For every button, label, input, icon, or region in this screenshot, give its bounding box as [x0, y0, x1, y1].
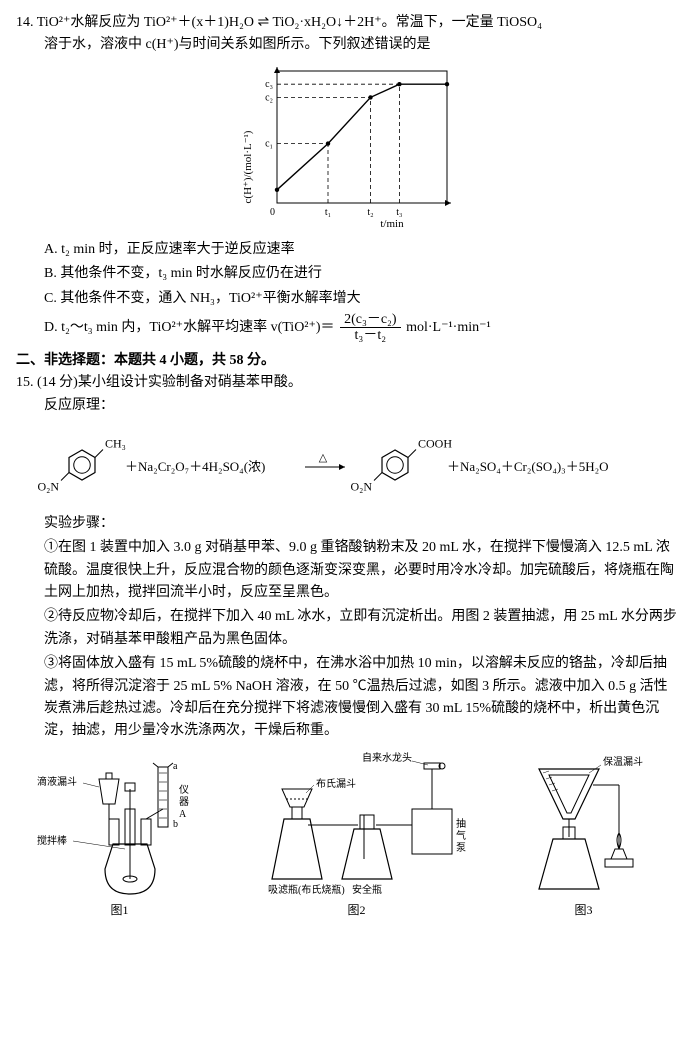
- q15-steps-label: 实验步骤：: [16, 513, 677, 535]
- fig1-caption: 图1: [35, 901, 205, 920]
- svg-text:CH₃: CH₃: [104, 436, 125, 450]
- svg-text:器: 器: [179, 796, 189, 808]
- svg-text:a: a: [173, 761, 178, 772]
- q14-choice-c: C. 其他条件不变，通入 NH₃，TiO²⁺平衡水解率增大: [16, 288, 677, 310]
- svg-text:A: A: [179, 809, 187, 820]
- figure-3: 保温漏斗 图3: [509, 749, 659, 920]
- svg-text:O₂N: O₂N: [37, 479, 59, 493]
- q15-number: 15.: [16, 375, 34, 390]
- question-15: 15. (14 分)某小组设计实验制备对硝基苯甲酸。 反应原理： CH₃ O₂N ＋…: [16, 372, 677, 920]
- svg-text:仪: 仪: [179, 784, 189, 796]
- svg-text:安全瓶: 安全瓶: [352, 883, 382, 896]
- q14-choice-a: A. t₂ min 时，正反应速率大于逆反应速率: [16, 239, 677, 261]
- svg-text:气: 气: [456, 829, 466, 842]
- svg-text:搅拌棒: 搅拌棒: [37, 834, 67, 847]
- q14-d-pre: D. t₂～t₃ min 内，TiO²⁺水解平均速率 v(TiO²⁺)＝: [44, 320, 335, 335]
- svg-text:0: 0: [270, 207, 275, 218]
- q15-stem: (14 分)某小组设计实验制备对硝基苯甲酸。: [37, 375, 302, 390]
- q14-chart: t₁ t₂ t₃ c₁ c₂ c₃ 0 t/min c(H⁺)/(mol·L⁻¹): [16, 61, 677, 231]
- q15-step-3: ③将固体放入盛有 15 mL 5%硫酸的烧杯中，在沸水浴中加热 10 min，以…: [16, 653, 677, 743]
- q15-figure-row: a b 滴液漏斗搅拌棒 仪器A 图1 自来水龙头布氏漏斗抽气泵吸滤瓶(布氏烧瓶) 安全瓶…: [16, 749, 677, 920]
- svg-text:自来水龙头: 自来水龙头: [362, 751, 412, 764]
- svg-text:布氏漏斗: 布氏漏斗: [316, 778, 356, 790]
- q14-stem-line1: TiO²⁺水解反应为 TiO²⁺＋(x＋1)H₂O ⇌ TiO₂·xH₂O↓＋2…: [37, 15, 542, 30]
- svg-text:＋Na₂SO₄＋Cr₂(SO₄)₃＋5H₂O: ＋Na₂SO₄＋Cr₂(SO₄)₃＋5H₂O: [447, 459, 609, 474]
- svg-text:＋Na₂Cr₂O₇＋4H₂SO₄(浓): ＋Na₂Cr₂O₇＋4H₂SO₄(浓): [125, 459, 265, 474]
- svg-text:△: △: [318, 452, 327, 464]
- fig2-caption: 图2: [242, 901, 472, 920]
- q15-reaction: CH₃ O₂N ＋Na₂Cr₂O₇＋4H₂SO₄(浓) △ COOH O₂N ＋Na₂SO₄…: [16, 423, 677, 503]
- svg-text:滴液漏斗: 滴液漏斗: [37, 775, 77, 788]
- svg-text:O₂N: O₂N: [350, 479, 372, 493]
- q14-d-post: mol·L⁻¹·min⁻¹: [406, 320, 491, 335]
- figure-2: 自来水龙头布氏漏斗抽气泵吸滤瓶(布氏烧瓶) 安全瓶 图2: [242, 749, 472, 920]
- svg-text:t₁: t₁: [324, 207, 330, 218]
- q14-choice-b: B. 其他条件不变，t₃ min 时水解反应仍在进行: [16, 263, 677, 285]
- q14-d-frac-num: 2(c₃－c₂): [340, 312, 401, 328]
- q14-stem-line2: 溶于水，溶液中 c(H⁺)与时间关系如图所示。下列叙述错误的是: [16, 34, 677, 56]
- svg-text:吸滤瓶(布氏烧瓶): 吸滤瓶(布氏烧瓶): [268, 883, 345, 896]
- svg-text:c₁: c₁: [265, 138, 273, 149]
- svg-text:c₃: c₃: [265, 79, 273, 90]
- q15-step-1: ①在图 1 装置中加入 3.0 g 对硝基甲苯、9.0 g 重铬酸钠粉末及 20…: [16, 537, 677, 604]
- svg-text:b: b: [173, 819, 178, 830]
- q14-number: 14.: [16, 15, 34, 30]
- svg-text:t₃: t₃: [396, 207, 402, 218]
- section-2-title: 二、非选择题：本题共 4 小题，共 58 分。: [16, 350, 677, 372]
- svg-text:抽: 抽: [456, 817, 466, 830]
- question-14: 14. TiO²⁺水解反应为 TiO²⁺＋(x＋1)H₂O ⇌ TiO₂·xH₂…: [16, 12, 677, 344]
- svg-text:泵: 泵: [456, 842, 466, 854]
- svg-text:c(H⁺)/(mol·L⁻¹): c(H⁺)/(mol·L⁻¹): [242, 130, 254, 203]
- q14-d-frac-den: t₃－t₂: [340, 328, 401, 343]
- svg-text:t₂: t₂: [367, 207, 373, 218]
- svg-text:c₂: c₂: [265, 92, 273, 103]
- fig3-caption: 图3: [509, 901, 659, 920]
- q15-step-2: ②待反应物冷却后，在搅拌下加入 40 mL 冰水，立即有沉淀析出。用图 2 装置…: [16, 606, 677, 651]
- svg-text:COOH: COOH: [417, 436, 451, 450]
- svg-text:保温漏斗: 保温漏斗: [603, 755, 643, 768]
- figure-1: a b 滴液漏斗搅拌棒 仪器A 图1: [35, 749, 205, 920]
- q14-choice-d: D. t₂～t₃ min 内，TiO²⁺水解平均速率 v(TiO²⁺)＝ 2(c…: [16, 312, 677, 344]
- q15-rx-label: 反应原理：: [16, 395, 677, 417]
- svg-text:t/min: t/min: [380, 218, 404, 230]
